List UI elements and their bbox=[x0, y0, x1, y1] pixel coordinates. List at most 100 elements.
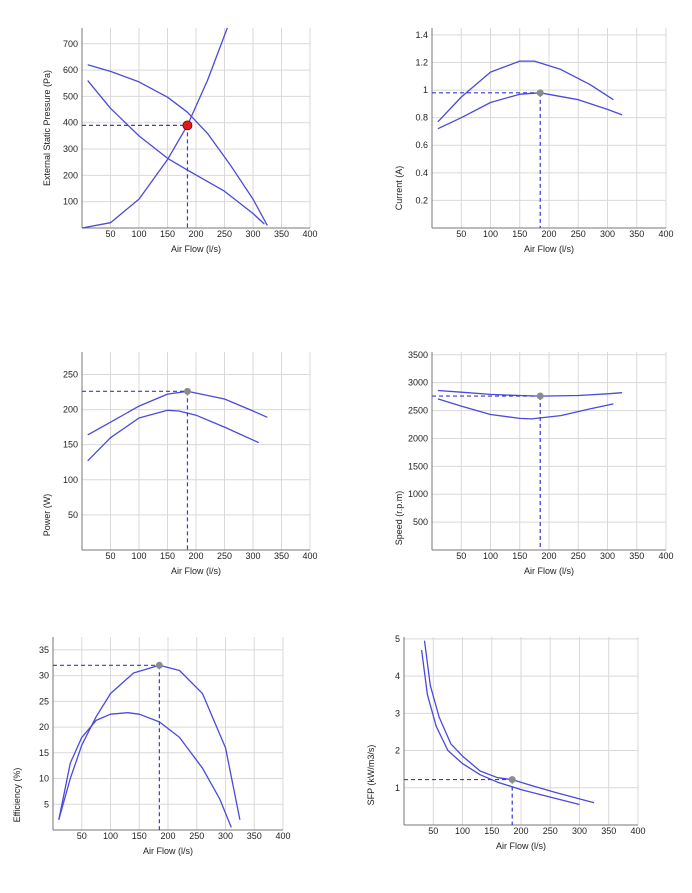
power-chart: 50 100 150 200 250 300 350 400 50 100 150 200 250 Air… bbox=[42, 352, 318, 576]
x-tick-label: 150 bbox=[512, 551, 527, 561]
y-tick-label: 2000 bbox=[408, 433, 428, 443]
y-tick-label: 1500 bbox=[408, 461, 428, 471]
y-tick-label: 1.2 bbox=[415, 57, 428, 67]
y-tick-label: 35 bbox=[39, 645, 49, 655]
y-tick-label: 150 bbox=[63, 440, 78, 450]
x-tick-label: 300 bbox=[245, 229, 260, 239]
x-tick-label: 250 bbox=[543, 826, 558, 836]
series-line-2 bbox=[420, 649, 580, 806]
x-tick-label: 200 bbox=[188, 229, 203, 239]
y-axis-label: SFP (kW/m3/s) bbox=[366, 745, 376, 806]
y-tick-label: 100 bbox=[63, 475, 78, 485]
current-chart: 50 100 150 200 250 300 350 400 0.2 0.4 0.6 0.8 1 1.2 1… bbox=[394, 28, 674, 254]
x-tick-label: 300 bbox=[245, 551, 260, 561]
series-line-1 bbox=[58, 664, 241, 820]
x-tick-label: 50 bbox=[105, 551, 115, 561]
y-tick-label: 200 bbox=[63, 405, 78, 415]
x-tick-label: 400 bbox=[302, 551, 317, 561]
x-tick-label: 100 bbox=[455, 826, 470, 836]
duty-point bbox=[508, 776, 516, 784]
x-tick-label: 300 bbox=[600, 551, 615, 561]
x-axis-label: Air Flow (l/s) bbox=[143, 846, 193, 856]
duty-point bbox=[182, 120, 193, 131]
y-tick-label: 0.2 bbox=[415, 195, 428, 205]
x-axis-label: Air Flow (l/s) bbox=[496, 841, 546, 851]
x-axis-label: Air Flow (l/s) bbox=[524, 566, 574, 576]
x-tick-label: 400 bbox=[275, 831, 290, 841]
x-tick-label: 250 bbox=[571, 229, 586, 239]
y-tick-label: 500 bbox=[63, 91, 78, 101]
series-line-2 bbox=[87, 409, 259, 462]
x-tick-label: 200 bbox=[541, 551, 556, 561]
y-axis-label: Current (A) bbox=[394, 166, 404, 211]
x-tick-label: 150 bbox=[512, 229, 527, 239]
x-tick-label: 250 bbox=[189, 831, 204, 841]
x-tick-label: 200 bbox=[160, 831, 175, 841]
y-tick-label: 30 bbox=[39, 671, 49, 681]
x-tick-label: 200 bbox=[513, 826, 528, 836]
y-tick-label: 0.6 bbox=[415, 140, 428, 150]
y-tick-label: 1000 bbox=[408, 489, 428, 499]
x-tick-label: 50 bbox=[105, 229, 115, 239]
series-line-2 bbox=[58, 712, 232, 828]
y-axis-label: Power (W) bbox=[42, 494, 52, 537]
y-tick-label: 500 bbox=[413, 517, 428, 527]
y-tick-label: 3500 bbox=[408, 350, 428, 360]
x-axis-label: Air Flow (l/s) bbox=[524, 244, 574, 254]
pressure-chart: 50 100 150 200 250 300 350 400 100 200 300 400 500 60… bbox=[42, 27, 318, 254]
series-line-2 bbox=[437, 398, 614, 420]
y-tick-label: 250 bbox=[63, 369, 78, 379]
x-tick-label: 200 bbox=[188, 551, 203, 561]
y-tick-label: 1 bbox=[395, 783, 400, 793]
duty-point bbox=[536, 392, 544, 400]
y-tick-label: 10 bbox=[39, 774, 49, 784]
x-tick-label: 250 bbox=[217, 229, 232, 239]
x-tick-label: 300 bbox=[572, 826, 587, 836]
x-tick-label: 100 bbox=[131, 229, 146, 239]
y-tick-label: 20 bbox=[39, 722, 49, 732]
y-tick-label: 4 bbox=[395, 671, 400, 681]
y-tick-label: 1.4 bbox=[415, 30, 428, 40]
duty-point bbox=[183, 387, 191, 395]
x-tick-label: 350 bbox=[247, 831, 262, 841]
x-tick-label: 100 bbox=[483, 229, 498, 239]
speed-chart: 50 100 150 200 250 300 350 400 500 1000 1500 2000 25… bbox=[394, 350, 674, 576]
y-tick-label: 200 bbox=[63, 170, 78, 180]
y-tick-label: 600 bbox=[63, 65, 78, 75]
x-axis-label: Air Flow (l/s) bbox=[171, 244, 221, 254]
sfp-chart: 50 100 150 200 250 300 350 400 1 2 3 4 5 Air Flow (l/… bbox=[366, 634, 646, 851]
series-line-1 bbox=[87, 390, 268, 436]
series-line-1 bbox=[423, 640, 595, 804]
y-tick-label: 5 bbox=[44, 799, 49, 809]
x-tick-label: 50 bbox=[456, 229, 466, 239]
x-tick-label: 100 bbox=[483, 551, 498, 561]
y-tick-label: 25 bbox=[39, 696, 49, 706]
x-tick-label: 200 bbox=[541, 229, 556, 239]
x-tick-label: 250 bbox=[217, 551, 232, 561]
x-tick-label: 400 bbox=[658, 229, 673, 239]
x-tick-label: 400 bbox=[630, 826, 645, 836]
x-tick-label: 300 bbox=[218, 831, 233, 841]
x-tick-label: 50 bbox=[77, 831, 87, 841]
x-tick-label: 350 bbox=[601, 826, 616, 836]
y-tick-label: 100 bbox=[63, 197, 78, 207]
duty-point bbox=[536, 89, 544, 97]
y-tick-label: 1 bbox=[423, 85, 428, 95]
x-tick-label: 150 bbox=[484, 826, 499, 836]
x-tick-label: 50 bbox=[428, 826, 438, 836]
y-tick-label: 5 bbox=[395, 634, 400, 644]
series-line-3 bbox=[81, 27, 228, 229]
y-tick-label: 400 bbox=[63, 118, 78, 128]
y-tick-label: 3 bbox=[395, 708, 400, 718]
y-axis-label: Efficiency (%) bbox=[12, 768, 22, 823]
efficiency-chart: 50 100 150 200 250 300 350 400 5 10 15 20 25 30 35 Air … bbox=[12, 637, 291, 856]
x-tick-label: 300 bbox=[600, 229, 615, 239]
y-tick-label: 0.8 bbox=[415, 113, 428, 123]
y-tick-label: 0.4 bbox=[415, 168, 428, 178]
x-tick-label: 400 bbox=[658, 551, 673, 561]
y-tick-label: 50 bbox=[68, 510, 78, 520]
y-tick-label: 2500 bbox=[408, 406, 428, 416]
series-line-1 bbox=[87, 64, 268, 226]
y-tick-label: 15 bbox=[39, 748, 49, 758]
